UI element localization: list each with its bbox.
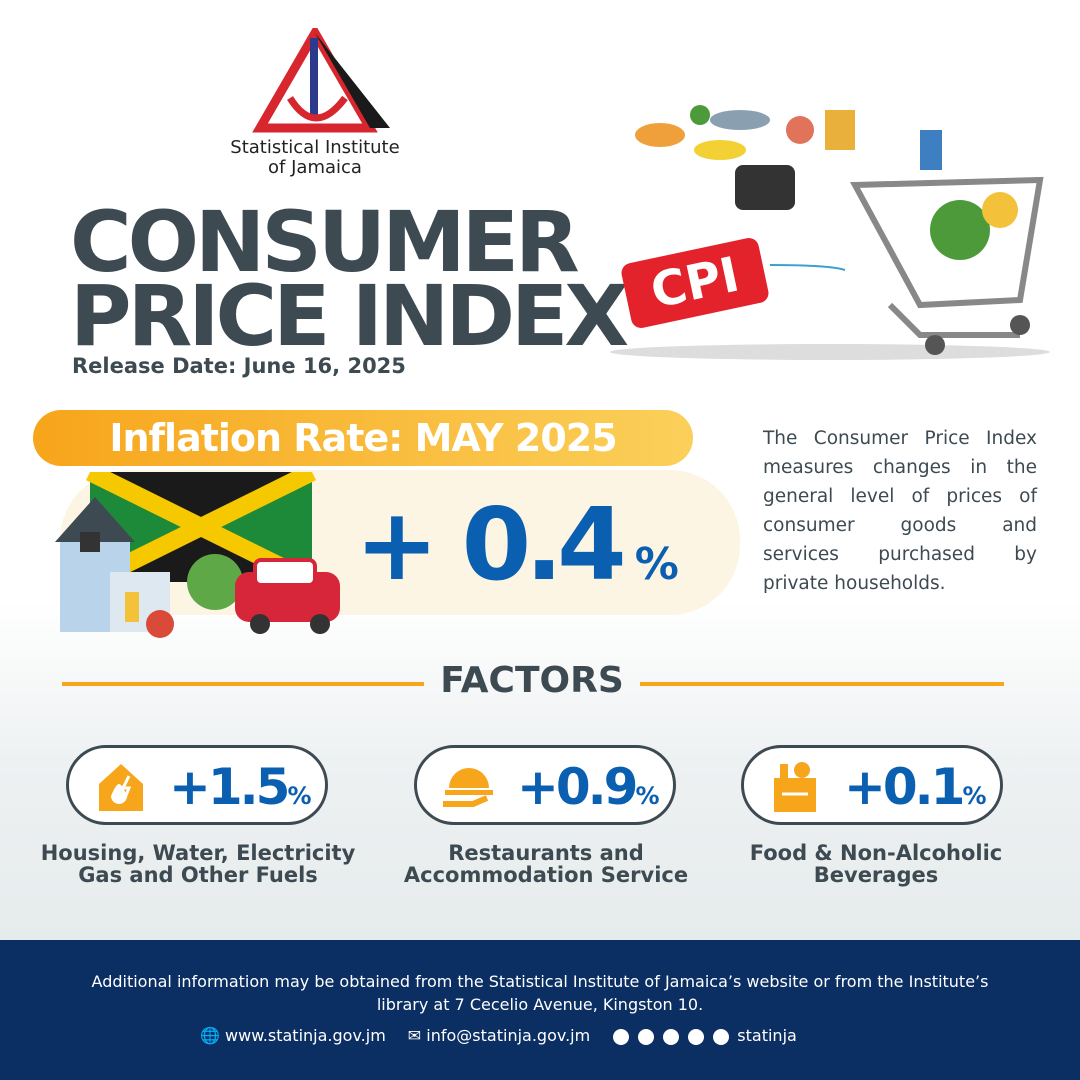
- email-item: ✉ info@statinja.gov.jm: [407, 1026, 591, 1046]
- logo-mark: [252, 28, 390, 133]
- factor-box: +0.9%: [414, 745, 676, 825]
- factor-box: +0.1%: [741, 745, 1003, 825]
- icon-shape: [794, 762, 810, 778]
- logo-line: Statistical Institute: [230, 137, 400, 158]
- release-date: Release Date: June 16, 2025: [72, 354, 406, 378]
- inflation-unit: %: [634, 539, 679, 590]
- logo-line: of Jamaica: [268, 157, 362, 178]
- factor-number: +1.5: [169, 758, 290, 816]
- divider: [640, 682, 1004, 686]
- factor-box: +1.5%: [66, 745, 328, 825]
- label-line: Restaurants and: [448, 841, 644, 865]
- factor-label: Housing, Water, Electricity Gas and Other…: [28, 842, 368, 886]
- divider: [62, 682, 424, 686]
- factor-value: +0.9%: [517, 758, 660, 816]
- note-line: library at 7 Cecelio Avenue, Kingston 10…: [376, 995, 704, 1014]
- factors-heading: FACTORS: [440, 660, 624, 701]
- factor-number: +0.1: [844, 758, 965, 816]
- icon-shape: [445, 790, 493, 795]
- inflation-label: Inflation Rate: MAY 2025: [33, 410, 693, 466]
- contacts: 🌐 www.statinja.gov.jm ✉ info@statinja.go…: [200, 1026, 797, 1046]
- description: The Consumer Price Index measures change…: [763, 428, 1037, 594]
- label-line: Beverages: [813, 863, 939, 887]
- inflation-value: + 0.4%: [355, 485, 679, 625]
- icon-shape: [449, 768, 489, 788]
- factor-icon: [443, 768, 493, 807]
- logo-text: Statistical Institute of Jamaica: [200, 138, 430, 178]
- icon-shape: [443, 795, 489, 807]
- website: www.statinja.gov.jm: [225, 1026, 386, 1046]
- inflation-number: + 0.4: [355, 486, 627, 603]
- factor-unit: %: [287, 782, 312, 810]
- factor-number: +0.9: [517, 758, 638, 816]
- footer: Additional information may be obtained f…: [0, 940, 1080, 1080]
- jamaica-illustration: [55, 472, 340, 638]
- factor-unit: %: [962, 782, 987, 810]
- factor-value: +1.5%: [169, 758, 312, 816]
- factor-icon: [99, 764, 143, 811]
- social-item: statinja: [612, 1026, 797, 1046]
- factor-unit: %: [635, 782, 660, 810]
- label-line: Food & Non-Alcoholic: [749, 841, 1003, 865]
- factor-label: Food & Non-Alcoholic Beverages: [706, 842, 1046, 886]
- factor-icon: [774, 762, 816, 812]
- cart-illustration: [610, 105, 1050, 360]
- footer-note: Additional information may be obtained f…: [0, 970, 1080, 1016]
- title: PRICE INDEX: [70, 267, 629, 365]
- website-item: 🌐 www.statinja.gov.jm: [200, 1026, 386, 1046]
- icon-shape: [120, 775, 132, 799]
- label-line: Housing, Water, Electricity: [40, 841, 356, 865]
- factor-value: +0.1%: [844, 758, 987, 816]
- factor-label: Restaurants and Accommodation Service: [376, 842, 716, 886]
- social-icons: [613, 1028, 730, 1045]
- note-line: Additional information may be obtained f…: [91, 972, 989, 991]
- icon-shape: [780, 764, 788, 780]
- social: statinja: [737, 1026, 797, 1045]
- label-line: Accommodation Service: [403, 863, 689, 887]
- label-line: Gas and Other Fuels: [78, 863, 318, 887]
- email: info@statinja.gov.jm: [426, 1026, 591, 1046]
- title: CONSUMER: [70, 193, 580, 291]
